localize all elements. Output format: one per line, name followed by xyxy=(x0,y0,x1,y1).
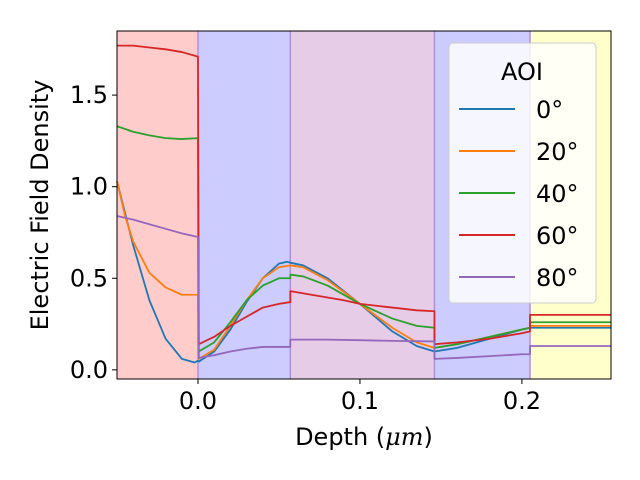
x-axis-ticks: 0.0 0.1 0.2 xyxy=(179,379,541,415)
series-line-0 xyxy=(116,180,611,364)
x-axis-label-close: ) xyxy=(424,423,433,451)
y-tick-label: 1.0 xyxy=(70,173,108,201)
legend-entries: 0° 20° 40° 60° 80° xyxy=(459,96,579,292)
legend-entry-label: 60° xyxy=(536,222,579,250)
x-tick-label: 0.0 xyxy=(179,387,217,415)
x-axis-label-text: Depth ( xyxy=(295,423,385,451)
legend: AOI 0° 20° 40° 60° 80° xyxy=(448,42,597,304)
y-tick-label: 1.5 xyxy=(70,81,108,109)
legend-entry-label: 20° xyxy=(536,138,579,166)
series-lines xyxy=(116,44,611,364)
layer-band-0 xyxy=(117,31,198,379)
y-tick-label: 0.5 xyxy=(70,264,108,292)
y-axis-ticks: 0.0 0.5 1.0 1.5 xyxy=(70,81,117,384)
x-axis-label-unit: μm xyxy=(385,423,423,451)
y-axis-label: Electric Field Density xyxy=(26,80,54,331)
legend-entry-label: 80° xyxy=(536,264,579,292)
layer-band-1 xyxy=(197,31,291,379)
legend-title: AOI xyxy=(501,58,543,86)
x-tick-label: 0.1 xyxy=(341,387,379,415)
y-tick-label: 0.0 xyxy=(70,356,108,384)
axes-frame xyxy=(116,30,612,380)
legend-entry-label: 0° xyxy=(536,96,563,124)
layer-band-2 xyxy=(290,31,435,379)
legend-entry-label: 40° xyxy=(536,180,579,208)
x-tick-label: 0.2 xyxy=(503,387,541,415)
series-line-4 xyxy=(116,215,611,360)
series-line-3 xyxy=(117,44,611,346)
x-axis-label: Depth (μm) xyxy=(295,423,433,451)
